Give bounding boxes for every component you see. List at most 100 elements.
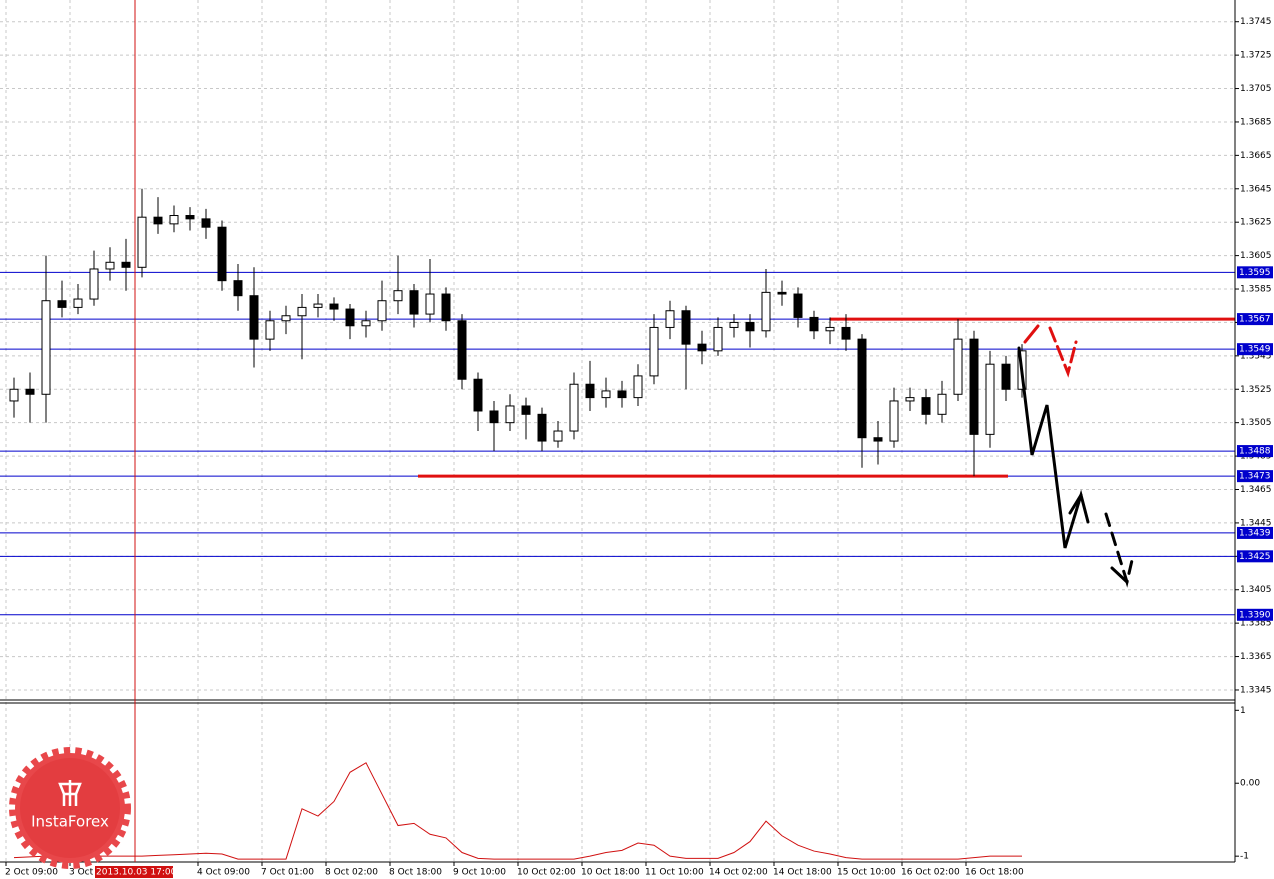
level-label: 1.3488 [1239,447,1271,457]
logo: InstaForex [9,747,131,869]
forecast-arrowhead [1110,566,1129,584]
candle-body [361,320,371,327]
candle-body [345,308,355,327]
y-tick-label: 1.3665 [1240,151,1272,161]
level-label-box [1237,445,1273,458]
candle-body [217,226,227,282]
plot [0,188,1235,860]
candle-body [409,290,419,315]
y-tick-label: 1.3345 [1240,685,1272,695]
candle-body [825,326,835,332]
candle-body [1001,363,1011,390]
x-tick-label: 14 Oct 18:00 [773,868,832,878]
candle-body [953,338,963,395]
x-tick-label: 4 Oct 09:00 [197,868,250,878]
x-tick-label: 8 Oct 18:00 [389,868,442,878]
candle-body [457,320,467,380]
level-label-box [1237,313,1273,326]
candle-body [889,400,899,442]
candle-body [393,290,403,302]
candle-body [537,413,547,442]
y-tick-label: 1.3605 [1240,251,1272,261]
alt-forecast [1023,324,1040,344]
indicator-line [13,762,1022,860]
candle-body [57,300,67,308]
candle-body [73,298,83,308]
y-tick-label: 1.3725 [1240,51,1272,61]
candle-body [585,383,595,399]
indicator-tick-label: -1 [1240,852,1249,862]
candle-body [857,338,867,439]
x-tick-label: 11 Oct 10:00 [645,868,704,878]
forecast [1017,324,1135,588]
level-label-box [1237,526,1273,539]
candle-body [441,293,451,322]
candle-body [729,321,739,328]
x-tick-label: 8 Oct 02:00 [325,868,378,878]
candle-body [713,326,723,352]
candle-body [89,268,99,300]
candle-body [553,430,563,442]
logo-text: InstaForex [31,813,109,831]
level-label: 1.3595 [1239,268,1271,278]
candle-body [841,326,851,340]
level-label-box [1237,470,1273,483]
y-tick-label: 1.3645 [1240,184,1272,194]
candle-body [937,393,947,415]
candle-body [25,388,35,395]
candle-body [617,390,627,399]
candle-body [329,303,339,310]
candle-body [9,388,19,402]
candle-body [777,291,787,295]
candle-body [489,410,499,424]
logo-badge [20,758,120,858]
level-label-box [1237,266,1273,279]
level-label: 1.3390 [1239,610,1271,620]
y-tick-label: 1.3745 [1240,17,1272,27]
level-label: 1.3439 [1239,528,1271,538]
forecast-path [1017,346,1090,549]
level-label: 1.3473 [1239,472,1271,482]
y-tick-label: 1.3365 [1240,652,1272,662]
alt-forecast [1048,326,1078,378]
candle-body [665,310,675,328]
candle-body [137,216,147,268]
level-label: 1.3549 [1239,345,1271,355]
x-tick-label: 16 Oct 02:00 [901,868,960,878]
y-tick-label: 1.3685 [1240,117,1272,127]
candle-body [425,293,435,315]
y-tick-label: 1.3585 [1240,285,1272,295]
y-tick-label: 1.3505 [1240,418,1272,428]
candle-body [681,310,691,345]
candle-body [281,315,291,322]
candle-body [985,363,995,435]
candle-body [569,383,579,432]
candle-body [41,300,51,395]
logo-icon [58,780,82,806]
x-tick-label: 16 Oct 18:00 [965,868,1024,878]
candle-body [761,291,771,332]
x-tick-label: 14 Oct 02:00 [709,868,768,878]
crosshair-label: 2013.10.03 17:00 [96,868,177,878]
candle-body [105,261,115,270]
level-label-box [1237,343,1273,356]
level-label: 1.3425 [1239,552,1271,562]
candle-body [169,215,179,225]
x-tick-label: 7 Oct 01:00 [261,868,314,878]
x-tick-label: 15 Oct 10:00 [837,868,896,878]
candle-body [153,216,163,225]
candle-body [473,378,483,412]
candle-body [745,321,755,332]
x-tick-label: 3 Oct [69,868,94,878]
level-label: 1.3567 [1239,315,1271,325]
level-label-box [1237,550,1273,563]
candle-body [905,397,915,402]
y-tick-label: 1.3465 [1240,485,1272,495]
y-tick-label: 1.3525 [1240,385,1272,395]
y-tick-label: 1.3545 [1240,351,1272,361]
candle-body [201,218,211,228]
x-tick-label: 9 Oct 10:00 [453,868,506,878]
y-tick-label: 1.3705 [1240,84,1272,94]
